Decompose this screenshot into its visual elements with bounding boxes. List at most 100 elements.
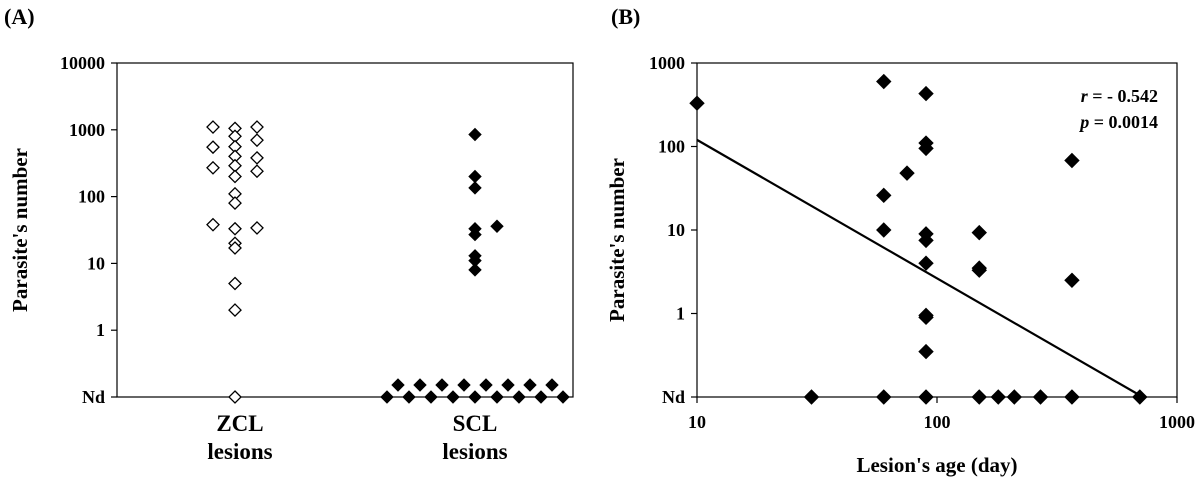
x-tick-label: 100 (924, 412, 951, 432)
zcl-data-point (228, 221, 242, 236)
scl-data-point (468, 181, 482, 195)
scl-data-point (534, 390, 548, 404)
scl-data-point (468, 390, 482, 404)
scl-data-point (523, 378, 537, 392)
data-point (899, 165, 915, 181)
panel-a-plot-frame (116, 62, 574, 398)
zcl-data-point (228, 303, 242, 318)
data-point (918, 140, 934, 157)
y-tick-label: Nd (82, 387, 105, 407)
scl-data-point (468, 169, 482, 184)
data-point (1132, 389, 1148, 405)
scl-data-point (501, 378, 515, 392)
panel-a-label: (A) (4, 4, 35, 29)
y-tick-label: 10000 (60, 53, 105, 73)
scl-data-point (391, 378, 405, 392)
zcl-data-point (228, 169, 242, 184)
zcl-data-point (228, 276, 242, 291)
y-tick-label: 10 (87, 253, 105, 273)
data-point (918, 389, 934, 405)
zcl-data-point (250, 220, 264, 235)
zcl-data-point (228, 196, 242, 210)
y-tick-label: 1 (96, 320, 105, 340)
scl-data-point (468, 263, 482, 277)
y-tick-label: 100 (78, 187, 105, 207)
data-point (876, 73, 892, 90)
zcl-data-point (228, 241, 242, 255)
p-value: = 0.0014 (1089, 112, 1158, 132)
panel-b-trendline-group (696, 138, 1144, 398)
category-label-scl-line1: SCL (453, 411, 498, 436)
x-tick-label: 10 (688, 412, 706, 432)
data-point (918, 255, 934, 271)
data-point (876, 389, 892, 405)
panel-b: (B) Parasite's number Lesion's age (day)… (605, 4, 1195, 477)
zcl-data-point (228, 390, 242, 404)
x-tick-label: 1000 (1159, 412, 1195, 432)
data-point (1064, 272, 1080, 288)
y-tick-label: 1 (676, 304, 685, 324)
data-point (689, 95, 705, 111)
zcl-data-point (250, 164, 264, 179)
panel-a-points (206, 120, 570, 404)
scl-data-point (490, 390, 504, 404)
zcl-data-point (206, 140, 220, 155)
panel-b-points (689, 73, 1148, 405)
data-point (1006, 389, 1023, 405)
y-tick-label: 100 (658, 137, 685, 157)
scl-data-point (402, 390, 416, 404)
data-point (971, 262, 987, 278)
y-tick-label: 1000 (69, 120, 105, 140)
zcl-data-point (206, 160, 220, 175)
scl-data-point (468, 127, 482, 142)
zcl-data-point (206, 217, 220, 232)
data-point (990, 389, 1006, 405)
y-tick-label: 10 (667, 220, 685, 240)
scl-data-point (457, 378, 471, 392)
data-point (918, 343, 934, 360)
panel-b-x-axis-title: Lesion's age (day) (856, 453, 1017, 477)
zcl-data-point (250, 133, 264, 148)
data-point (1032, 389, 1049, 405)
scl-data-point (435, 378, 449, 392)
data-point (876, 222, 892, 238)
data-point (1064, 389, 1080, 405)
category-label-scl-line2: lesions (442, 439, 507, 464)
panel-b-label: (B) (611, 4, 640, 29)
scl-data-point (479, 378, 493, 392)
data-point (918, 232, 934, 249)
category-label-zcl-line2: lesions (207, 439, 272, 464)
data-point (918, 309, 934, 326)
scl-data-point (424, 390, 438, 404)
data-point (803, 389, 820, 405)
trendline (696, 138, 1144, 398)
data-point (918, 85, 934, 102)
zcl-data-point (250, 120, 264, 134)
panel-b-ticks: Nd 1 10 100 1000 10 100 1000 (649, 53, 1195, 432)
data-point (876, 187, 892, 204)
r-value: = - 0.542 (1088, 86, 1158, 106)
zcl-data-point (206, 120, 220, 134)
data-point (971, 224, 987, 241)
scl-data-point (556, 390, 570, 404)
scl-data-point (545, 378, 559, 392)
correlation-r-annotation: r = - 0.542 (1081, 86, 1158, 106)
panel-b-y-axis-title: Parasite's number (605, 158, 629, 322)
zcl-data-point (250, 150, 264, 165)
scl-data-point (490, 219, 504, 233)
y-tick-label: Nd (662, 387, 685, 407)
scl-data-point (512, 390, 526, 404)
p-symbol: p (1078, 112, 1089, 132)
scl-data-point (446, 390, 460, 404)
scl-data-point (468, 227, 482, 242)
category-label-zcl-line1: ZCL (216, 411, 263, 436)
panel-a-y-axis-title: Parasite's number (8, 148, 32, 312)
scl-data-point (380, 390, 394, 404)
panel-a: (A) Parasite's number ZCL lesions SCL le… (4, 4, 574, 464)
y-tick-label: 1000 (649, 53, 685, 73)
data-point (971, 389, 987, 405)
correlation-p-annotation: p = 0.0014 (1078, 112, 1158, 132)
scl-data-point (413, 378, 427, 392)
panel-a-y-ticks: Nd 1 10 100 1000 10000 (60, 53, 117, 407)
